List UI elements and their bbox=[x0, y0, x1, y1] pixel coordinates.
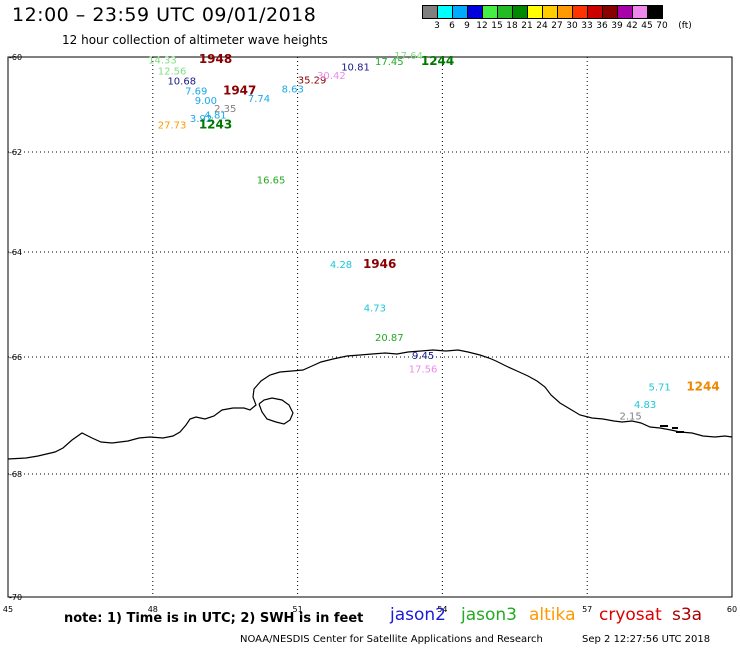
wave-height-value: 2.35 bbox=[214, 104, 236, 115]
wave-height-value: 4.83 bbox=[634, 400, 656, 411]
wave-height-value: 4.81 bbox=[204, 110, 226, 121]
legend-cryosat: cryosat bbox=[599, 605, 662, 625]
longitude-label: 57 bbox=[582, 605, 592, 614]
pass-time-label: 1244 bbox=[686, 379, 719, 393]
legend-s3a: s3a bbox=[672, 605, 703, 625]
wave-height-value: 16.65 bbox=[257, 176, 286, 187]
coastline-bay bbox=[258, 397, 294, 425]
wave-height-value: 14.33 bbox=[148, 55, 177, 66]
color-scale-label: 12 bbox=[476, 21, 488, 31]
color-scale-label: 15 bbox=[491, 21, 503, 31]
pass-time-label: 1946 bbox=[363, 257, 396, 271]
color-scale-labels: 3 6 9 12 15 18 21 24 27 30 33 36 39 42 45 70 (ft) bbox=[422, 21, 740, 35]
longitude-label: 48 bbox=[148, 605, 158, 614]
color-scale-label: 21 bbox=[521, 21, 533, 31]
color-scale-label: 33 bbox=[581, 21, 593, 31]
color-scale-label: 6 bbox=[449, 21, 455, 31]
wave-height-value: 17.56 bbox=[409, 365, 438, 376]
pass-time-label: 1243 bbox=[199, 117, 232, 131]
wave-height-value: 17.64 bbox=[394, 51, 423, 62]
legend-altika: altika bbox=[529, 605, 576, 625]
footer-timestamp: Sep 2 12:27:56 UTC 2018 bbox=[582, 634, 711, 645]
color-scale-label: 9 bbox=[464, 21, 470, 31]
latitude-label: -70 bbox=[9, 593, 22, 602]
page-title: 12:00 – 23:59 UTC 09/01/2018 bbox=[12, 4, 317, 26]
color-swatch bbox=[647, 5, 663, 19]
wave-height-value: 10.68 bbox=[167, 76, 196, 87]
color-scale-label: 30 bbox=[566, 21, 578, 31]
color-scale-label: 27 bbox=[551, 21, 563, 31]
wave-height-value: 35.29 bbox=[298, 75, 327, 86]
color-scale-bar bbox=[422, 5, 663, 19]
wave-height-value: 2.15 bbox=[620, 412, 642, 423]
wave-height-value: 4.28 bbox=[330, 260, 352, 271]
wave-height-value: 7.69 bbox=[185, 87, 207, 98]
pass-time-label: 1244 bbox=[421, 54, 454, 68]
pass-time-label: 1948 bbox=[199, 52, 232, 66]
wave-height-value: 20.87 bbox=[375, 333, 404, 344]
pass-time-label: 1947 bbox=[223, 84, 256, 98]
latitude-label: -64 bbox=[9, 248, 22, 257]
color-scale-label: 36 bbox=[596, 21, 608, 31]
page-subtitle: 12 hour collection of altimeter wave hei… bbox=[62, 33, 328, 47]
wave-height-value: 9.00 bbox=[195, 96, 217, 107]
longitude-label: 54 bbox=[437, 605, 447, 614]
wave-height-value: 3.92 bbox=[190, 114, 212, 125]
latitude-label: -60 bbox=[9, 53, 22, 62]
map-frame bbox=[7, 56, 733, 598]
wave-height-value: 27.73 bbox=[158, 120, 187, 131]
color-scale-label: 42 bbox=[626, 21, 638, 31]
color-scale-unit: (ft) bbox=[678, 21, 692, 31]
longitude-label: 51 bbox=[293, 605, 303, 614]
wave-height-value: 9.45 bbox=[412, 351, 434, 362]
color-scale-label: 24 bbox=[536, 21, 548, 31]
coastline bbox=[7, 349, 733, 460]
color-scale-label: 18 bbox=[506, 21, 518, 31]
latitude-label: -68 bbox=[9, 470, 22, 479]
color-scale-label: 45 bbox=[641, 21, 653, 31]
color-scale-label: 3 bbox=[434, 21, 440, 31]
latitude-label: -66 bbox=[9, 353, 22, 362]
legend-jason2: jason2 bbox=[390, 605, 446, 625]
color-scale-label: 39 bbox=[611, 21, 623, 31]
wave-height-value: 10.81 bbox=[341, 63, 370, 74]
wave-height-value: 7.74 bbox=[248, 94, 270, 105]
longitude-label: 45 bbox=[3, 605, 13, 614]
color-scale-label: 70 bbox=[656, 21, 668, 31]
map-note: note: 1) Time is in UTC; 2) SWH is in fe… bbox=[64, 611, 364, 626]
longitude-label: 60 bbox=[727, 605, 737, 614]
wave-height-value: 8.63 bbox=[282, 84, 304, 95]
wave-height-value: 17.45 bbox=[375, 57, 404, 68]
wave-height-value: 5.71 bbox=[648, 382, 670, 393]
latitude-label: -62 bbox=[9, 148, 22, 157]
footer-credit: NOAA/NESDIS Center for Satellite Applica… bbox=[240, 634, 543, 645]
wave-height-value: 30.42 bbox=[317, 71, 346, 82]
wave-height-value: 12.56 bbox=[158, 66, 187, 77]
wave-height-value: 4.73 bbox=[364, 304, 386, 315]
legend-jason3: jason3 bbox=[461, 605, 517, 625]
